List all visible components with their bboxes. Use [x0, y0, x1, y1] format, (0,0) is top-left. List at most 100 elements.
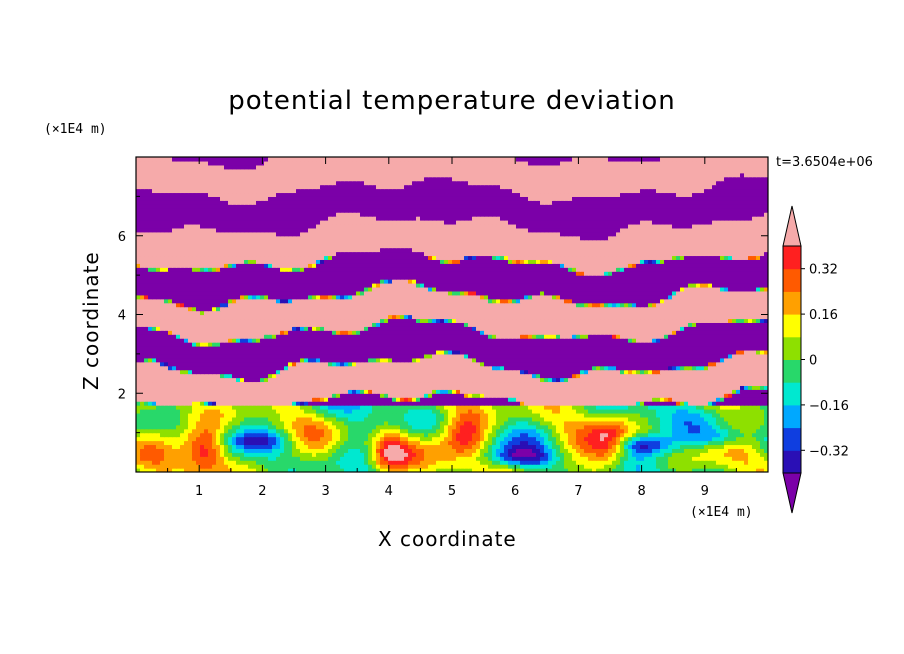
contour-cell — [736, 365, 741, 371]
contour-cell — [184, 444, 189, 449]
contour-cell — [720, 409, 725, 414]
contour-cell — [728, 468, 733, 472]
contour-cell — [140, 436, 145, 442]
contour-cell — [544, 365, 549, 371]
contour-cell — [340, 401, 345, 406]
contour-cell — [148, 420, 153, 426]
contour-cell — [468, 389, 473, 394]
contour-cell — [364, 365, 369, 371]
contour-cell — [560, 412, 565, 418]
contour-cell — [744, 464, 749, 469]
contour-cell — [708, 468, 713, 472]
contour-cell — [552, 444, 557, 449]
contour-cell — [500, 393, 505, 398]
contour-cell — [316, 401, 321, 406]
contour-cell — [276, 405, 281, 410]
contour-cell — [296, 436, 301, 442]
contour-cell — [356, 365, 361, 371]
contour-cell — [140, 393, 145, 398]
contour-cell — [148, 468, 153, 472]
contour-cell — [676, 381, 681, 386]
contour-cell — [704, 361, 709, 367]
contour-cell — [640, 452, 645, 457]
contour-cell — [380, 420, 385, 426]
contour-cell — [444, 464, 449, 469]
contour-cell — [332, 361, 337, 367]
contour-cell — [424, 385, 429, 390]
contour-cell — [764, 460, 768, 465]
contour-cell — [272, 452, 277, 457]
contour-cell — [364, 393, 369, 398]
contour-cell — [204, 397, 209, 402]
contour-cell — [260, 420, 265, 426]
contour-cell — [656, 377, 661, 383]
contour-cell — [756, 389, 761, 394]
contour-cell — [136, 420, 141, 426]
contour-cell — [612, 385, 617, 390]
contour-cell — [324, 444, 329, 449]
contour-cell — [292, 397, 297, 402]
contour-cell — [212, 444, 217, 449]
contour-cell — [568, 349, 573, 355]
contour-cell — [380, 365, 385, 371]
contour-cell — [616, 377, 621, 383]
contour-cell — [568, 424, 573, 430]
contour-cell — [288, 416, 293, 422]
contour-cell — [728, 349, 733, 355]
contour-cell — [688, 369, 693, 375]
contour-cell — [436, 373, 441, 379]
contour-cell — [252, 464, 257, 469]
contour-cell — [444, 346, 449, 351]
contour-cell — [340, 452, 345, 457]
contour-cell — [468, 365, 473, 371]
contour-cell — [420, 346, 425, 351]
contour-cell — [680, 460, 685, 465]
contour-cell — [656, 460, 661, 465]
contour-cell — [504, 420, 509, 426]
contour-cell — [760, 428, 765, 434]
contour-cell — [728, 456, 733, 461]
contour-cell — [680, 456, 685, 461]
contour-cell — [484, 436, 489, 442]
contour-cell — [368, 440, 373, 446]
contour-cell — [144, 385, 149, 390]
contour-cell — [732, 409, 737, 414]
contour-cell — [504, 365, 509, 371]
contour-cell — [276, 361, 281, 367]
contour-cell — [708, 381, 713, 386]
contour-cell — [680, 361, 685, 367]
contour-cell — [248, 456, 253, 461]
contour-cell — [388, 373, 393, 379]
contour-cell — [528, 353, 533, 359]
contour-cell — [488, 412, 493, 418]
contour-cell — [180, 377, 185, 383]
contour-cell — [652, 385, 657, 390]
contour-cell — [616, 424, 621, 430]
contour-cell — [432, 416, 437, 422]
contour-cell — [232, 393, 237, 398]
contour-cell — [420, 420, 425, 426]
contour-cell — [280, 393, 285, 398]
contour-cell — [180, 393, 185, 398]
contour-cell — [700, 412, 705, 418]
contour-cell — [644, 452, 649, 457]
contour-cell — [500, 353, 505, 359]
contour-cell — [260, 381, 265, 386]
contour-cell — [484, 416, 489, 422]
contour-cell — [156, 365, 161, 371]
contour-cell — [176, 420, 181, 426]
contour-cell — [748, 377, 753, 383]
contour-cell — [668, 401, 673, 406]
contour-cell — [560, 385, 565, 390]
contour-cell — [716, 385, 721, 390]
contour-cell — [612, 416, 617, 422]
contour-cell — [488, 428, 493, 434]
contour-cell — [548, 420, 553, 426]
contour-cell — [188, 361, 193, 367]
contour-cell — [260, 373, 265, 379]
contour-cell — [328, 432, 333, 438]
contour-cell — [232, 468, 237, 472]
contour-cell — [460, 385, 465, 390]
contour-cell — [692, 409, 697, 414]
contour-cell — [280, 412, 285, 418]
